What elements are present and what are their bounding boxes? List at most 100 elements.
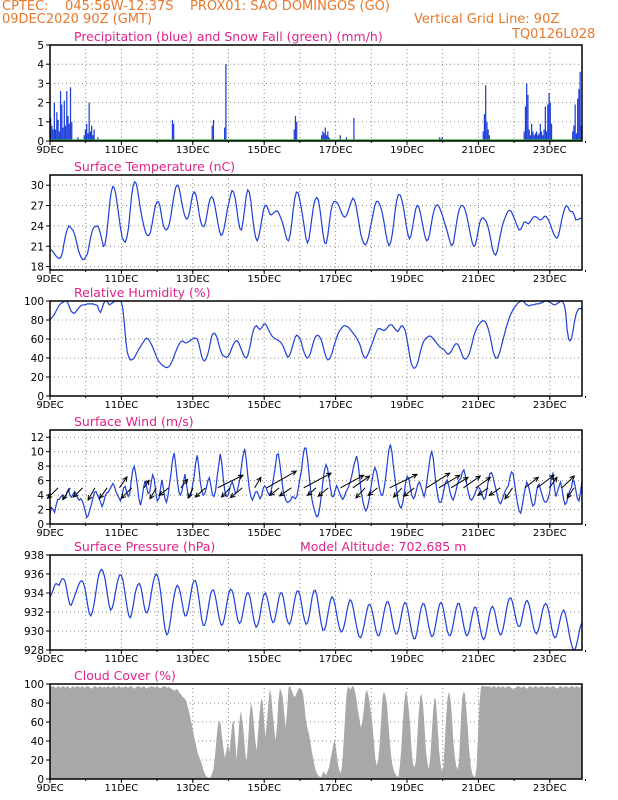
header-run-time: 09DEC2020 90Z (GMT) (2, 12, 153, 27)
precip-bar (327, 131, 329, 141)
pressure-series-line (49, 568, 583, 651)
cloud-area (50, 685, 582, 779)
wind-arrow (307, 487, 317, 496)
wind-arrow (279, 487, 292, 497)
precip-y-tick-label: 4 (37, 59, 44, 71)
precip-bar (86, 123, 88, 141)
wind-x-tick-label: 11DEC (105, 528, 139, 539)
wind-arrow (143, 480, 150, 489)
cloud-y-tick-label: 20 (31, 755, 44, 767)
header-grid-line-info: Vertical Grid Line: 90Z (414, 12, 560, 27)
precip-bar (544, 106, 546, 141)
wind-arrow-head (158, 490, 165, 497)
wind-arrow (475, 476, 491, 489)
wind-x-tick-label: 13DEC (176, 528, 210, 539)
wind-arrow (266, 470, 297, 489)
pressure-y-tick-label: 930 (24, 626, 44, 638)
wind-arrow (536, 474, 555, 489)
precip-bar (534, 133, 537, 141)
wind-arrow (426, 472, 450, 489)
precip-bar (173, 123, 175, 141)
wind-y-tick-label: 0 (37, 519, 44, 531)
precip-bar (441, 137, 443, 141)
wind-arrow-head (278, 491, 285, 497)
wind-arrow-head (187, 492, 193, 499)
cloud-x-tick-label: 15DEC (247, 783, 281, 794)
pressure-x-tick-label: 23DEC (533, 654, 567, 665)
precip-bar (532, 131, 534, 141)
temperature-series-line (49, 180, 582, 261)
temperature-y-tick-label: 27 (31, 201, 44, 213)
wind-arrow-head (122, 475, 128, 482)
precip-y-tick-label: 2 (37, 98, 44, 110)
wind-y-tick-label: 2 (37, 505, 44, 517)
wind-arrow (389, 473, 418, 489)
precip-bar (574, 104, 576, 141)
humidity-y-tick-label: 20 (31, 372, 44, 384)
precip-bar (486, 121, 488, 141)
precip-bar (87, 133, 89, 141)
humidity-x-tick-label: 11DEC (105, 400, 139, 411)
wind-arrow (450, 476, 469, 489)
wind-arrow (393, 487, 403, 498)
cloud-y-tick-label: 100 (24, 679, 44, 691)
precip-bar (59, 91, 62, 141)
wind-arrow (561, 475, 575, 489)
wind-arrow-head (488, 490, 495, 497)
wind-arrow (549, 477, 558, 489)
wind-arrow (149, 487, 157, 500)
wind-series-line (49, 444, 583, 519)
wind-arrow-head (475, 475, 482, 481)
precip-x-tick-label: 17DEC (319, 145, 353, 156)
temperature-x-tick-label: 9DEC (36, 274, 63, 285)
precip-x-tick-label: 15DEC (247, 145, 281, 156)
precip-bar (88, 102, 90, 141)
precip-bar (325, 135, 328, 141)
precip-bar (91, 125, 93, 141)
wind-arrow (524, 476, 539, 489)
precip-bar (322, 131, 324, 141)
wind-arrow (87, 487, 96, 501)
temperature-x-tick-label: 23DEC (533, 274, 567, 285)
precip-bar (53, 102, 55, 141)
precip-bar (69, 87, 72, 141)
temperature-title: Surface Temperature (nC) (74, 159, 235, 174)
precip-bar (549, 102, 551, 141)
precip-bar (539, 123, 541, 141)
wind-arrow-head (355, 492, 361, 499)
wind-arrow (119, 476, 128, 489)
precip-bar (524, 106, 527, 141)
humidity-series-line (49, 300, 582, 370)
wind-arrow (340, 474, 364, 489)
wind-arrow (72, 487, 83, 498)
precip-bar (523, 131, 525, 141)
precip-bar (66, 91, 68, 141)
wind-arrow (159, 487, 169, 496)
wind-arrow (254, 477, 262, 489)
wind-arrow (120, 487, 133, 499)
precip-bar (482, 131, 484, 141)
wind-arrow-head (62, 494, 68, 501)
precip-bar (487, 129, 489, 141)
precip-bar (542, 135, 544, 141)
cloud-y-tick-label: 80 (31, 698, 44, 710)
wind-arrow-head (72, 492, 79, 498)
precip-bar (62, 127, 64, 141)
wind-arrow (187, 487, 194, 499)
precip-bar (225, 64, 227, 141)
precip-bar (57, 119, 59, 141)
precip-bar (324, 127, 326, 141)
wind-arrow-head (485, 476, 492, 482)
wind-arrow (221, 487, 231, 498)
precip-bar (83, 135, 85, 141)
pressure-x-tick-label: 17DEC (319, 654, 353, 665)
pressure-y-tick-label: 932 (24, 607, 44, 619)
precip-bar (577, 98, 579, 141)
precip-bar (573, 125, 575, 141)
precip-bar (67, 116, 69, 141)
humidity-x-tick-label: 23DEC (533, 400, 567, 411)
wind-arrow (477, 487, 489, 496)
wind-arrow (352, 475, 370, 489)
pressure-x-tick-label: 11DEC (105, 654, 139, 665)
wind-arrow-head (412, 473, 419, 479)
